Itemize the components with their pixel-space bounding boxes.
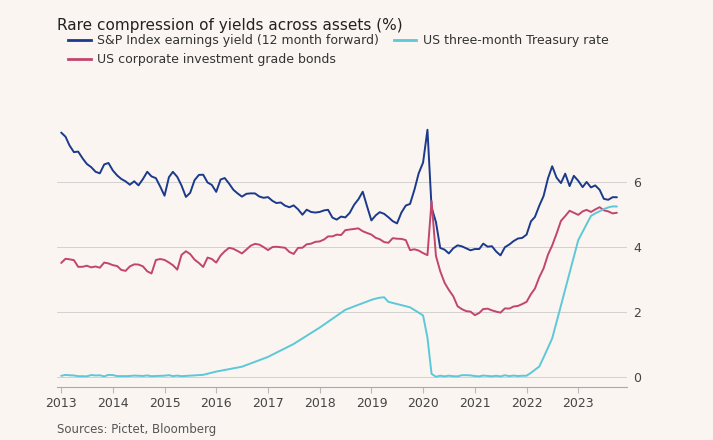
Text: Sources: Pictet, Bloomberg: Sources: Pictet, Bloomberg [57,422,216,436]
Text: Rare compression of yields across assets (%): Rare compression of yields across assets… [57,18,403,33]
Legend: S&P Index earnings yield (12 month forward), US corporate investment grade bonds: S&P Index earnings yield (12 month forwa… [63,29,613,71]
